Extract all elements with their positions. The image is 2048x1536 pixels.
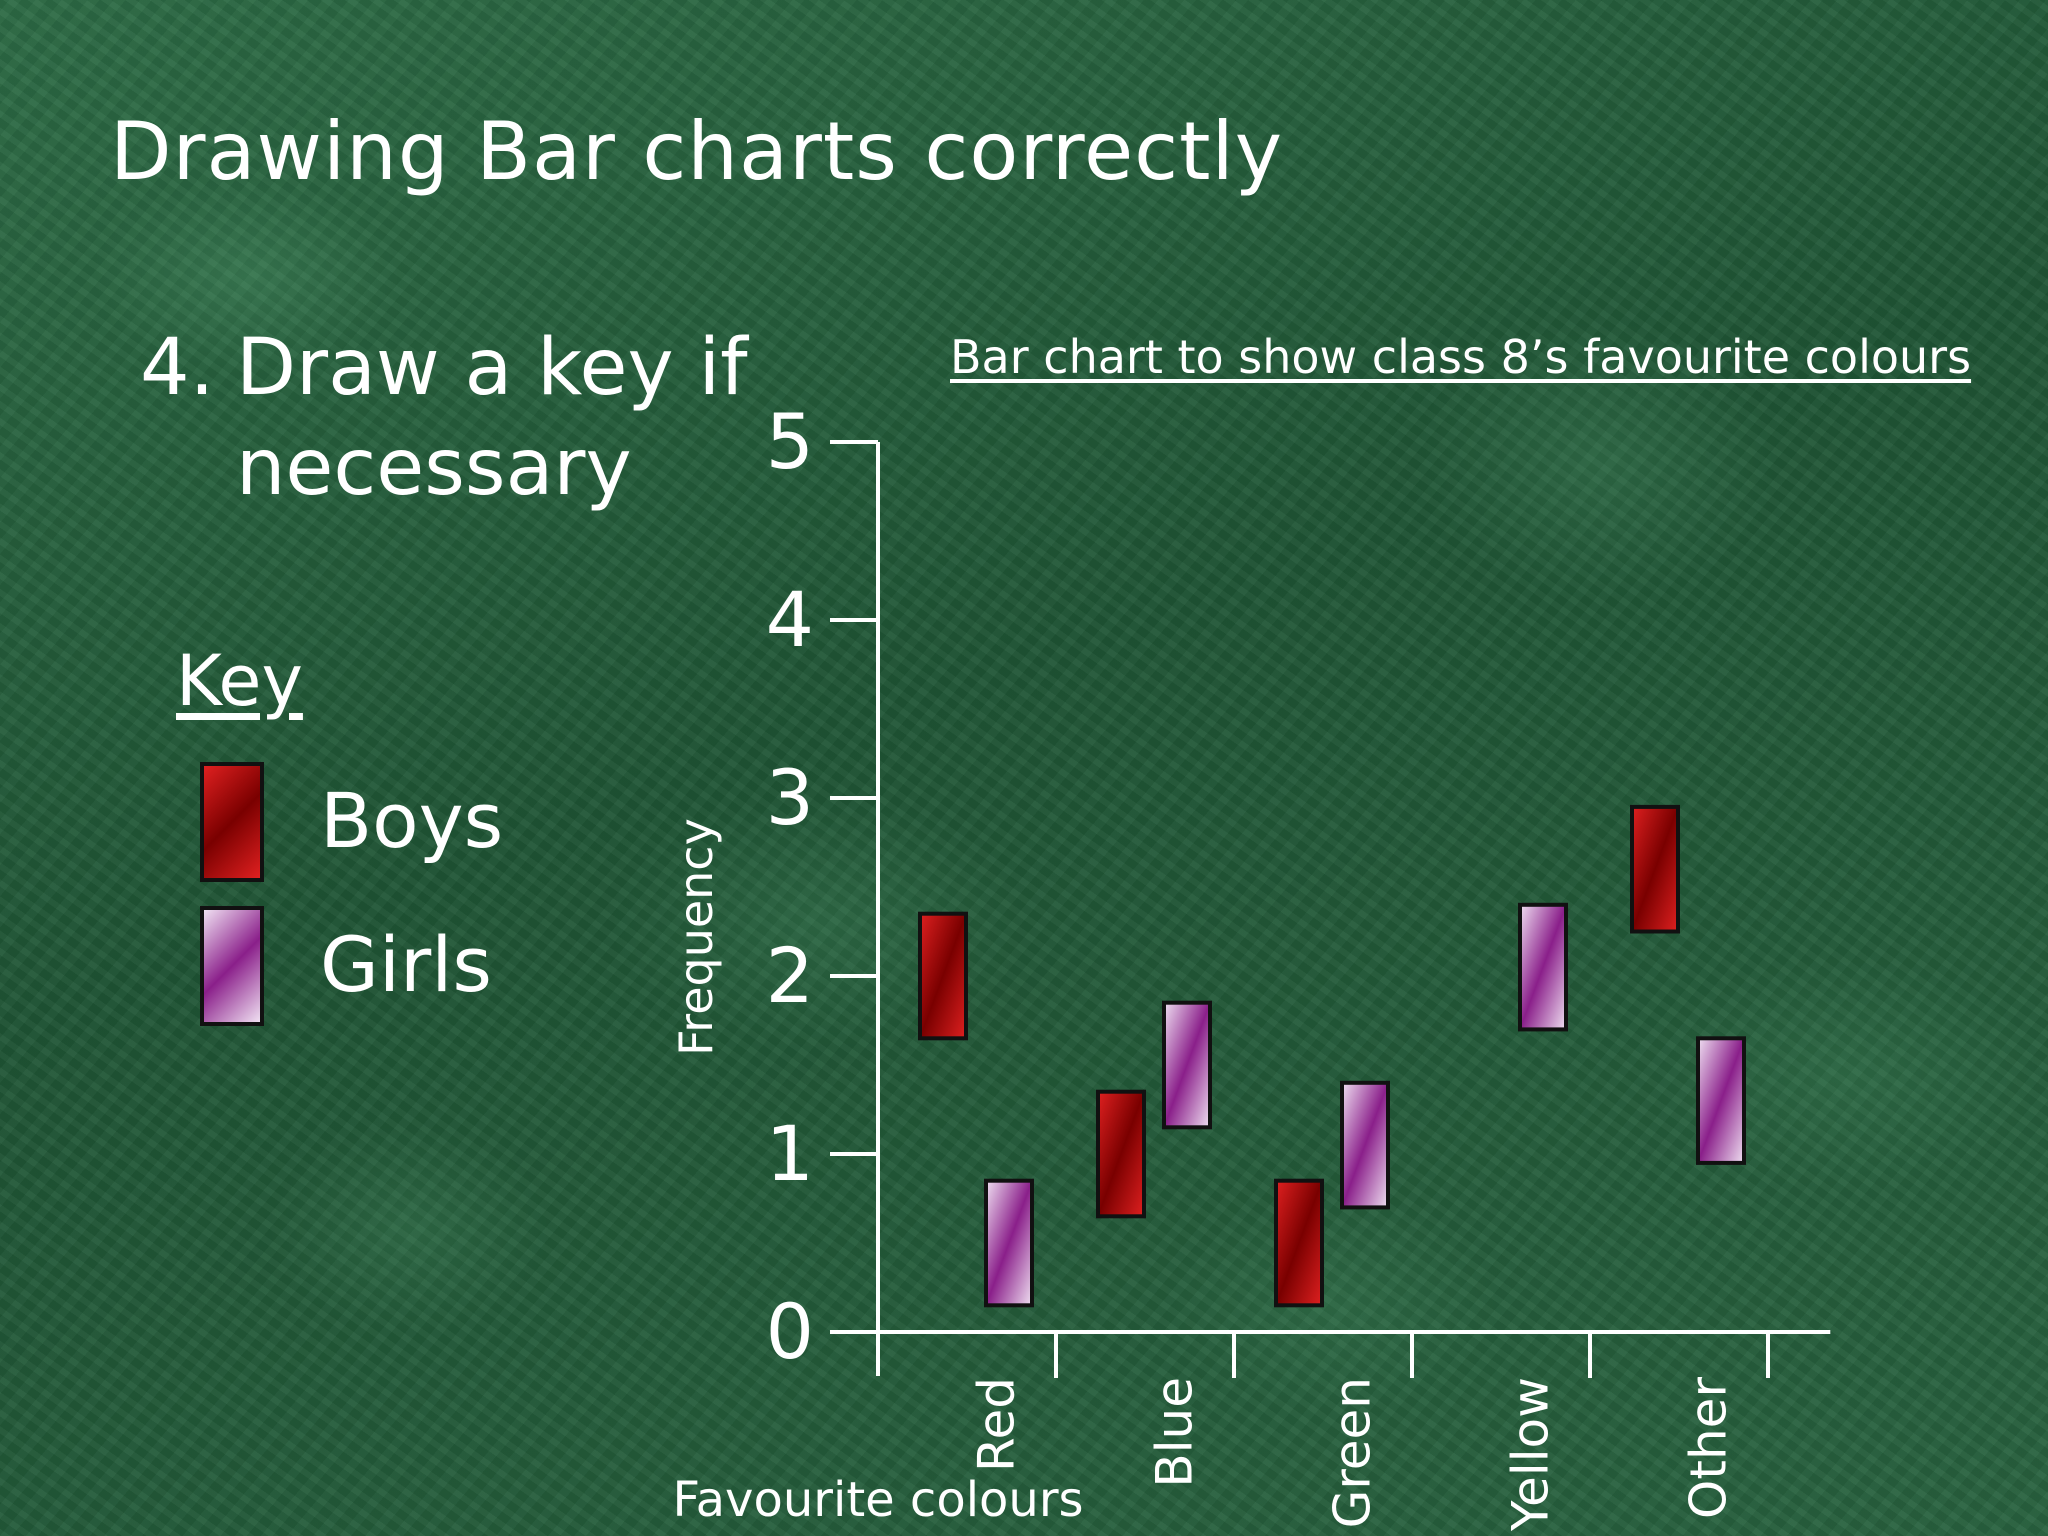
bar-boys-other	[1630, 804, 1680, 934]
slide-title: Drawing Bar charts correctly	[110, 105, 1284, 198]
bar-girls-blue	[1162, 1000, 1212, 1130]
y-tick-label-0: 0	[766, 1287, 814, 1376]
x-tick-label-other: Other	[1680, 1377, 1738, 1519]
y-axis-label: Frequency	[669, 818, 723, 1056]
point-text: 4. Draw a key if necessary	[140, 318, 748, 518]
boys-label: Boys	[320, 776, 504, 865]
y-tick-label-5: 5	[766, 397, 814, 486]
y-tick-label-2: 2	[766, 931, 814, 1020]
point-line-2: necessary	[236, 423, 632, 513]
bar-girls-green	[1340, 1080, 1390, 1210]
bar-girls-yellow	[1518, 902, 1568, 1032]
bar-girls-red	[984, 1178, 1034, 1308]
y-tick-label-3: 3	[766, 753, 814, 842]
y-tick-label-1: 1	[766, 1109, 814, 1198]
point-line-1: Draw a key if	[236, 323, 748, 413]
girls-label: Girls	[320, 920, 492, 1009]
x-tick-label-red: Red	[968, 1377, 1026, 1472]
x-axis-label: Favourite colours	[672, 1472, 1083, 1528]
key-title: Key	[176, 640, 303, 722]
bar-boys-green	[1274, 1178, 1324, 1308]
chart-title: Bar chart to show class 8’s favourite co…	[950, 330, 1972, 384]
boys-swatch	[200, 762, 264, 882]
x-tick-label-yellow: Yellow	[1502, 1377, 1560, 1532]
y-tick-label-4: 4	[766, 575, 814, 664]
bar-boys-red	[918, 911, 968, 1041]
point-number: 4.	[140, 323, 215, 413]
girls-swatch	[200, 906, 264, 1026]
x-tick-label-blue: Blue	[1146, 1377, 1204, 1488]
bar-boys-blue	[1096, 1089, 1146, 1219]
x-tick-label-green: Green	[1324, 1377, 1382, 1528]
bar-girls-other	[1696, 1036, 1746, 1165]
